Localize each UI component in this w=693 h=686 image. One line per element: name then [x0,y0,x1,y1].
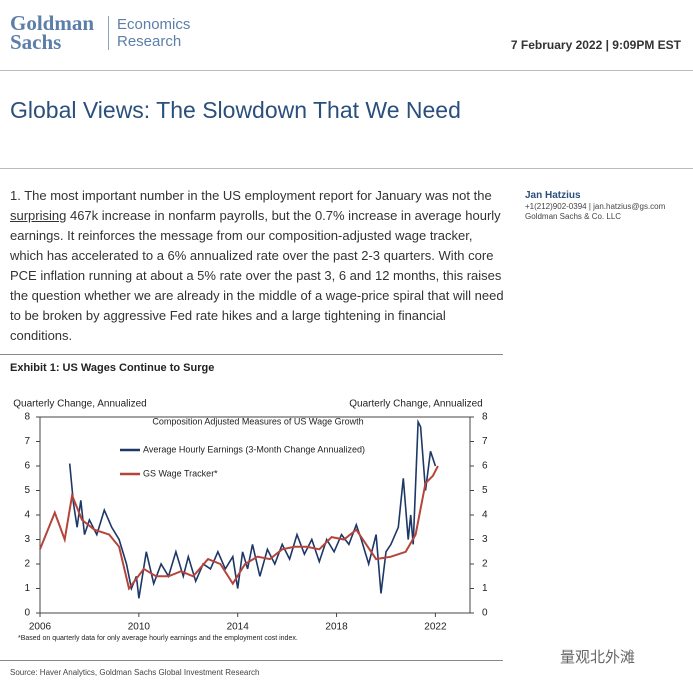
legend-label: Average Hourly Earnings (3-Month Change … [143,444,365,454]
y-tick-label: 8 [24,412,30,423]
y2-tick-label: 4 [482,510,488,521]
y2-tick-label: 5 [482,485,488,496]
brand-line: Sachs [10,30,62,54]
chart: Quarterly Change, Annualized Quarterly C… [13,399,488,642]
y2-tick-label: 7 [482,436,488,447]
x-tick-label: 2014 [227,622,250,633]
watermark: 量观北外滩 [560,649,636,666]
source: Source: Haver Analytics, Goldman Sachs G… [10,668,260,677]
series-line [68,418,437,599]
divider [0,168,693,169]
author: Jan Hatzius +1(212)902-0394 | jan.hatzius… [525,190,665,222]
y-tick-label: 4 [24,510,30,521]
y2-tick-label: 2 [482,559,488,570]
divider [0,354,503,355]
author-contact: +1(212)902-0394 | jan.hatzius@gs.com [525,202,666,211]
x-tick-label: 2018 [325,622,348,633]
y2-tick-label: 0 [482,608,488,619]
y2-tick-label: 6 [482,461,488,472]
date: 7 February 2022 | 9:09PM EST [510,38,681,52]
footnote: *Based on quarterly data for only averag… [18,635,298,642]
brand: Goldman Sachs [10,11,95,54]
unit-line: Economics [117,16,191,33]
body-text: 1. The most important number in the US e… [10,188,492,203]
y-tick-label: 0 [24,608,30,619]
author-firm: Goldman Sachs & Co. LLC [525,212,622,221]
y-tick-label: 3 [24,534,30,545]
y2-tick-label: 8 [482,412,488,423]
y-axis-label: Quarterly Change, Annualized [13,399,146,410]
x-tick-label: 2022 [424,622,447,633]
unit: Economics Research [108,16,190,50]
body-text: 467k increase in nonfarm payrolls, but t… [10,208,504,343]
y2-tick-label: 1 [482,583,488,594]
y-tick-label: 5 [24,485,30,496]
x-tick-label: 2010 [128,622,151,633]
unit-line: Research [117,33,182,50]
y2-tick-label: 3 [482,534,488,545]
brand-line: Goldman [10,11,95,35]
divider [0,70,693,71]
y2-axis-label: Quarterly Change, Annualized [349,399,482,410]
exhibit-title: Exhibit 1: US Wages Continue to Surge [10,362,215,374]
body: 1. The most important number in the US e… [10,186,505,346]
legend-label: GS Wage Tracker* [143,468,218,478]
title: Global Views: The Slowdown That We Need [10,97,461,123]
chart-title: Composition Adjusted Measures of US Wage… [152,416,363,426]
y-tick-label: 7 [24,436,30,447]
y-tick-label: 1 [24,583,30,594]
body-underlined: surprising [10,208,67,223]
divider [0,660,503,661]
y-tick-label: 2 [24,559,30,570]
author-name: Jan Hatzius [525,190,581,201]
series-line [39,465,439,591]
y-tick-label: 6 [24,461,30,472]
x-tick-label: 2006 [29,622,52,633]
